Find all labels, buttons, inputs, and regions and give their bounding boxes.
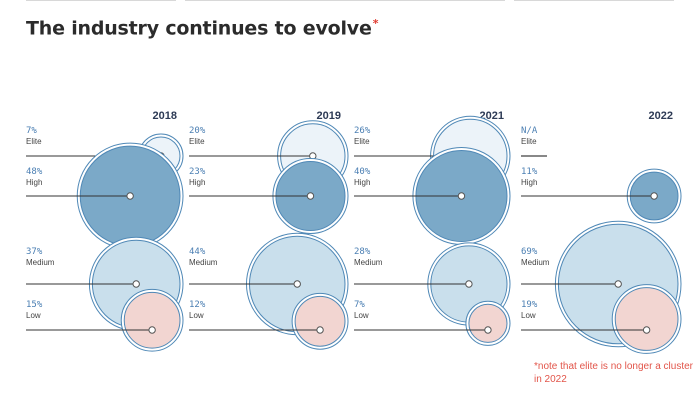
- page-title: The industry continues to evolve*: [26, 17, 378, 39]
- percent-label-elite-2021: 26%: [354, 126, 371, 136]
- bubble-low-2022: [614, 287, 679, 351]
- bubble-dot-medium-2018: [132, 280, 140, 288]
- cluster-label-low-2018: Low: [26, 311, 41, 320]
- cluster-label-high-2022: High: [521, 178, 537, 187]
- title-asterisk: *: [372, 17, 379, 30]
- cluster-label-medium-2019: Medium: [189, 258, 218, 267]
- cluster-label-low-2021: Low: [354, 311, 369, 320]
- cluster-label-medium-2021: Medium: [354, 258, 383, 267]
- year-label-2018: 2018: [153, 110, 177, 122]
- bubble-dot-medium-2021: [465, 280, 473, 288]
- cluster-label-low-2019: Low: [189, 311, 204, 320]
- percent-label-medium-2022: 69%: [521, 247, 538, 257]
- header-rule-right: [514, 0, 674, 1]
- bubble-dot-low-2019: [316, 326, 324, 334]
- percent-label-high-2019: 23%: [189, 167, 206, 177]
- bubble-low-2019: [294, 295, 346, 347]
- cluster-label-high-2018: High: [26, 178, 42, 187]
- bubble-dot-medium-2022: [614, 280, 622, 288]
- percent-label-low-2019: 12%: [189, 300, 206, 310]
- cluster-label-elite-2019: Elite: [189, 137, 205, 146]
- bubble-dot-high-2019: [306, 192, 315, 200]
- bubble-low-2021: [468, 303, 508, 343]
- bubble-dot-medium-2019: [293, 280, 301, 288]
- percent-label-low-2018: 15%: [26, 300, 43, 310]
- percent-label-elite-2018: 7%: [26, 126, 37, 136]
- cluster-label-elite-2022: Elite: [521, 137, 537, 146]
- bubble-dot-low-2022: [642, 326, 651, 334]
- percent-label-medium-2018: 37%: [26, 247, 43, 257]
- cluster-label-medium-2018: Medium: [26, 258, 55, 267]
- bubble-dot-low-2018: [148, 326, 156, 334]
- header-rule-left: [26, 0, 176, 1]
- percent-label-low-2021: 7%: [354, 300, 365, 310]
- footnote: *note that elite is no longer a cluster …: [534, 361, 693, 385]
- cluster-label-high-2021: High: [354, 178, 370, 187]
- year-label-2022: 2022: [649, 110, 673, 122]
- header-rule-mid: [185, 0, 505, 1]
- cluster-label-elite-2021: Elite: [354, 137, 370, 146]
- percent-label-medium-2021: 28%: [354, 247, 371, 257]
- percent-label-high-2018: 48%: [26, 167, 43, 177]
- year-label-2019: 2019: [317, 110, 341, 122]
- bubble-dot-low-2021: [484, 326, 492, 334]
- bubble-low-2018: [123, 291, 181, 349]
- percent-label-high-2022: 11%: [521, 167, 538, 177]
- percent-label-low-2022: 19%: [521, 300, 538, 310]
- percent-label-elite-2019: 20%: [189, 126, 206, 136]
- percent-label-elite-2022: N/A: [521, 126, 538, 136]
- cluster-label-elite-2018: Elite: [26, 137, 42, 146]
- cluster-label-low-2022: Low: [521, 311, 536, 320]
- percent-label-high-2021: 40%: [354, 167, 371, 177]
- title-text: The industry continues to evolve: [26, 17, 372, 40]
- cluster-label-medium-2022: Medium: [521, 258, 550, 267]
- percent-label-medium-2019: 44%: [189, 247, 206, 257]
- bubble-dot-high-2021: [457, 192, 466, 200]
- cluster-label-high-2019: High: [189, 178, 205, 187]
- bubble-dot-high-2022: [650, 192, 658, 200]
- bubble-dot-high-2018: [126, 192, 134, 200]
